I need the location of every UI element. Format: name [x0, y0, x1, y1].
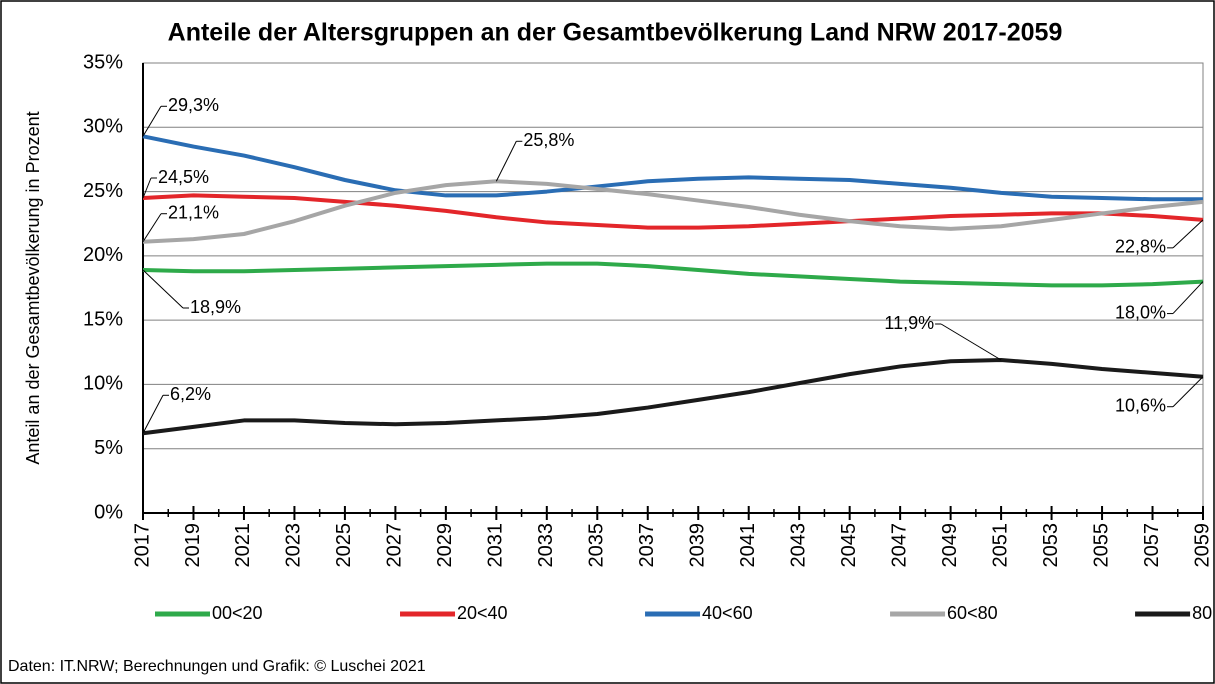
chart-title: Anteile der Altersgruppen an der Gesamtb… [168, 19, 1063, 47]
x-tick-label: 2045 [838, 523, 860, 568]
data-label: 10,6% [1115, 395, 1166, 415]
y-tick-label: 35% [83, 51, 123, 73]
source: Daten: IT.NRW; Berechnungen und Grafik: … [8, 658, 426, 675]
x-tick-label: 2035 [586, 523, 608, 568]
legend-label: 60<80 [947, 603, 998, 623]
data-label: 25,8% [523, 130, 574, 150]
x-tick-label: 2023 [283, 523, 305, 568]
data-label: 11,9% [884, 313, 934, 333]
x-tick-label: 2037 [636, 523, 658, 568]
data-label: 22,8% [1115, 237, 1166, 257]
x-tick-label: 2057 [1141, 523, 1163, 568]
leader-line [940, 323, 1002, 361]
data-label: 6,2% [170, 384, 211, 404]
y-tick-label: 20% [83, 244, 123, 266]
x-tick-label: 2051 [989, 523, 1011, 568]
y-axis-label: Anteil an der Gesamtbevölkerung in Proze… [23, 111, 43, 464]
x-tick-label: 2047 [888, 523, 910, 568]
x-tick-label: 2027 [384, 523, 406, 568]
data-label: 29,3% [168, 95, 219, 115]
x-tick-label: 2031 [485, 523, 507, 568]
x-tick-label: 2041 [737, 523, 759, 568]
x-tick-label: 2043 [787, 523, 809, 568]
leader-line [142, 177, 152, 199]
y-tick-label: 5% [94, 437, 123, 459]
data-label: 18,9% [190, 297, 241, 317]
leader-line [1172, 219, 1204, 249]
x-tick-label: 2039 [687, 523, 709, 568]
x-tick-label: 2019 [182, 523, 204, 568]
data-label: 18,0% [1115, 302, 1166, 322]
y-tick-label: 25% [83, 180, 123, 202]
data-label: 21,1% [168, 202, 219, 222]
leader-line [1172, 376, 1204, 408]
y-tick-label: 0% [94, 501, 123, 523]
leader-line [142, 269, 184, 309]
y-tick-label: 10% [83, 373, 123, 395]
leader-line [142, 395, 164, 434]
legend-label: 80 u.Ä. [1192, 603, 1215, 623]
series-line [142, 193, 1204, 230]
y-tick-label: 15% [83, 308, 123, 330]
x-tick-label: 2059 [1191, 523, 1213, 568]
series-line [142, 261, 1204, 288]
x-tick-label: 2029 [434, 523, 456, 568]
x-tick-label: 2033 [535, 523, 557, 568]
leader-line [142, 213, 162, 242]
x-tick-label: 2021 [232, 523, 254, 568]
leader-line [142, 106, 162, 137]
legend-label: 00<20 [212, 603, 263, 623]
series-line [142, 358, 1204, 436]
x-tick-label: 2049 [939, 523, 961, 568]
y-tick-label: 30% [83, 116, 123, 138]
x-tick-label: 2025 [333, 523, 355, 568]
legend-label: 20<40 [457, 603, 508, 623]
legend-label: 40<60 [702, 603, 753, 623]
data-label: 24,5% [158, 167, 209, 187]
series-line [142, 134, 1203, 202]
x-tick-label: 2055 [1090, 523, 1112, 568]
x-tick-label: 2053 [1040, 523, 1062, 568]
leader-line [495, 141, 517, 182]
x-tick-label: 2017 [131, 523, 153, 568]
series-line [142, 179, 1204, 244]
leader-line [1172, 281, 1204, 314]
